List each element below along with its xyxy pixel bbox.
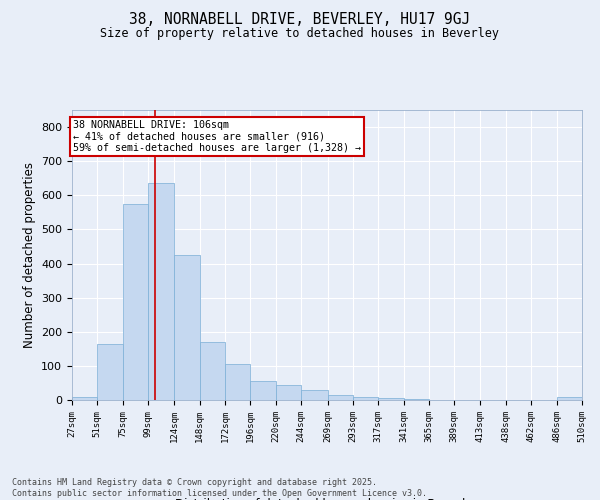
Bar	[378, 398, 404, 400]
Bar	[72, 396, 97, 400]
Bar	[148, 184, 175, 400]
Text: 38 NORNABELL DRIVE: 106sqm
← 41% of detached houses are smaller (916)
59% of sem: 38 NORNABELL DRIVE: 106sqm ← 41% of deta…	[73, 120, 361, 154]
Bar	[250, 381, 276, 400]
Text: Size of property relative to detached houses in Beverley: Size of property relative to detached ho…	[101, 28, 499, 40]
Bar	[301, 390, 328, 400]
Bar	[557, 398, 582, 400]
Text: 38, NORNABELL DRIVE, BEVERLEY, HU17 9GJ: 38, NORNABELL DRIVE, BEVERLEY, HU17 9GJ	[130, 12, 470, 28]
Bar	[353, 398, 378, 400]
Y-axis label: Number of detached properties: Number of detached properties	[23, 162, 35, 348]
Bar	[404, 399, 429, 400]
Bar	[225, 364, 250, 400]
Bar	[276, 384, 301, 400]
Bar	[328, 395, 353, 400]
X-axis label: Distribution of detached houses by size in Beverley: Distribution of detached houses by size …	[175, 498, 479, 500]
Bar	[200, 342, 225, 400]
Text: Contains HM Land Registry data © Crown copyright and database right 2025.
Contai: Contains HM Land Registry data © Crown c…	[12, 478, 427, 498]
Bar	[175, 255, 200, 400]
Bar	[97, 344, 122, 400]
Bar	[122, 204, 148, 400]
